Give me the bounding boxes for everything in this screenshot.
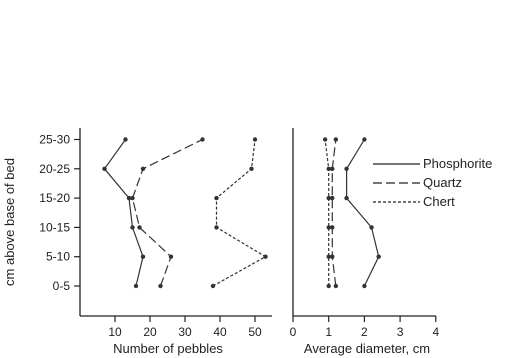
x-tick-label: 0 [290, 325, 297, 339]
data-point-chert [263, 254, 268, 259]
data-point-chert [326, 225, 331, 230]
panel-average-diameter: Average diameter, cm 0 1 2 3 4 [290, 128, 439, 356]
data-point-phosphorite [133, 283, 139, 289]
data-point-quartz [330, 166, 335, 171]
data-point-quartz [130, 195, 135, 201]
x-tick-label: 1 [325, 325, 332, 339]
data-point-chert [326, 254, 331, 259]
x-tick-label: 40 [213, 325, 227, 339]
data-point-chert [249, 166, 254, 171]
data-point-phosphorite [123, 137, 128, 142]
y-category-label: 0-5 [53, 279, 71, 293]
legend-label-phosphorite: Phosphorite [423, 156, 492, 171]
data-point-phosphorite [130, 225, 135, 230]
data-point-phosphorite [140, 254, 146, 259]
y-category-labels: 0-5 5-10 10-15 15-20 20-25 25-30 [39, 133, 80, 293]
data-point-chert [326, 166, 331, 171]
panel-number-of-pebbles: Number of pebbles 10 20 30 40 50 [80, 137, 272, 356]
y-category-label: 25-30 [39, 133, 70, 147]
data-point-phosphorite [369, 225, 374, 230]
legend-label-quartz: Quartz [423, 175, 462, 190]
data-point-phosphorite [102, 166, 107, 171]
y-category-label: 20-25 [39, 162, 70, 176]
data-point-quartz [330, 254, 335, 259]
series-line-quartz [331, 139, 337, 287]
series-line-chert [212, 139, 267, 287]
legend-label-chert: Chert [423, 194, 455, 209]
data-point-chert [326, 195, 331, 201]
data-point-quartz [330, 195, 335, 201]
data-point-chert [214, 195, 219, 201]
x-tick-label: 10 [108, 325, 122, 339]
data-point-phosphorite [362, 283, 367, 289]
y-axis-label: cm above base of bed [2, 158, 17, 286]
data-point-phosphorite [362, 137, 367, 142]
data-point-quartz [200, 137, 205, 142]
data-point-quartz [158, 283, 163, 289]
data-point-quartz [168, 254, 174, 259]
data-point-phosphorite [126, 195, 132, 201]
data-point-quartz [333, 137, 339, 142]
data-point-phosphorite [376, 254, 381, 259]
y-category-label: 5-10 [46, 250, 70, 264]
series-line-phosphorite [346, 139, 380, 287]
data-point-chert [210, 283, 216, 289]
data-point-chert [326, 283, 331, 289]
y-category-label: 15-20 [39, 191, 70, 205]
data-point-chert [252, 137, 258, 142]
y-axis: 0-5 5-10 10-15 15-20 20-25 25-30 cm above bas… [2, 128, 81, 316]
data-point-chert [214, 225, 219, 230]
x-tick-label: 2 [361, 325, 368, 339]
data-point-phosphorite [344, 195, 349, 201]
x-axis-label-counts: Number of pebbles [113, 341, 223, 356]
x-tick-label: 30 [178, 325, 192, 339]
x-tick-label: 50 [248, 325, 262, 339]
data-point-chert [322, 137, 328, 142]
series-line-chert [324, 139, 330, 286]
legend: Phosphorite Quartz Chert [373, 156, 492, 209]
data-point-quartz [140, 166, 146, 171]
y-category-label: 10-15 [39, 220, 70, 234]
series-line-quartz [131, 138, 203, 287]
x-tick-label: 4 [432, 325, 439, 339]
data-point-quartz [333, 283, 339, 289]
x-tick-label: 20 [143, 325, 157, 339]
data-point-phosphorite [344, 166, 349, 171]
data-point-quartz [137, 225, 142, 230]
series-line-phosphorite [103, 139, 144, 287]
x-tick-label: 3 [397, 325, 404, 339]
data-point-quartz [330, 225, 335, 230]
x-axis-label-diameter: Average diameter, cm [304, 341, 430, 356]
